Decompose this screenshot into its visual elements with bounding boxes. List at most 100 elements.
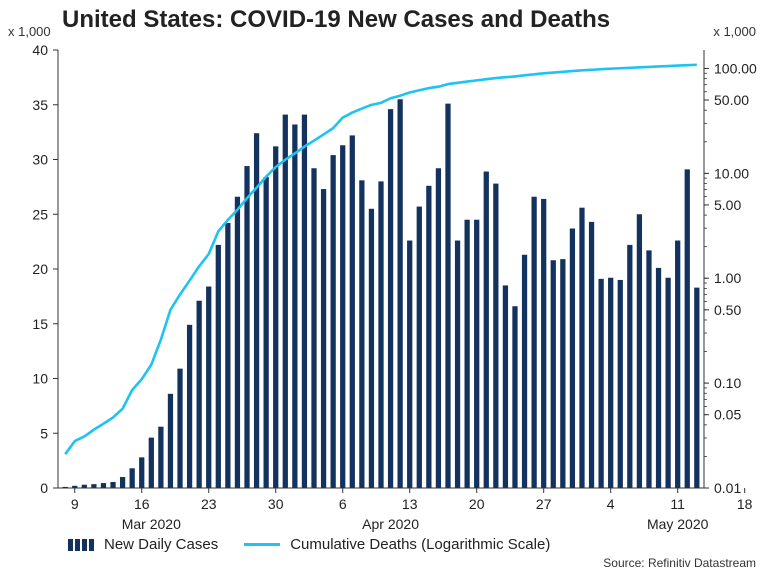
bar	[158, 426, 164, 488]
x-tick-label: 27	[536, 496, 552, 512]
bar	[512, 306, 518, 488]
bar	[359, 180, 365, 488]
bar	[435, 168, 442, 488]
bar	[110, 481, 116, 488]
x-tick-label: 18	[737, 496, 753, 512]
bar	[253, 133, 260, 488]
left-tick-label: 20	[32, 261, 48, 277]
bar	[225, 223, 231, 488]
left-tick-label: 30	[32, 152, 48, 168]
bar	[186, 324, 193, 488]
x-tick-label: 11	[670, 496, 685, 512]
bar	[665, 277, 671, 488]
bar	[378, 181, 384, 488]
bar	[292, 124, 298, 489]
bar	[694, 287, 700, 488]
x-tick-label: 4	[607, 496, 615, 512]
bar	[91, 484, 97, 488]
bar	[148, 437, 154, 488]
right-tick-label: 0.50	[714, 302, 741, 318]
bar	[263, 177, 269, 488]
chart-title: United States: COVID-19 New Cases and De…	[62, 6, 611, 33]
bar	[368, 208, 375, 488]
right-tick-label: 10.00	[714, 165, 749, 181]
bar	[129, 468, 135, 488]
line-group	[64, 63, 697, 455]
bar	[454, 240, 461, 488]
bar	[72, 485, 78, 488]
legend-item-cases: New Daily Cases	[68, 536, 218, 553]
bar	[608, 277, 614, 488]
right-tick-label: 0.01	[714, 480, 741, 496]
right-tick-label: 5.00	[714, 197, 741, 213]
bar	[244, 166, 250, 488]
left-tick-label: 15	[32, 316, 48, 332]
bar	[464, 219, 470, 488]
legend-label-cases: New Daily Cases	[104, 536, 219, 553]
bar	[282, 114, 288, 488]
bar	[81, 484, 87, 488]
bar	[617, 279, 623, 488]
left-tick-label: 25	[32, 206, 48, 222]
bar	[100, 483, 107, 488]
right-tick-label: 0.05	[714, 407, 741, 423]
x-tick-label: 6	[339, 496, 347, 512]
bar	[119, 477, 126, 488]
x-tick-label: 13	[402, 496, 418, 512]
x-tick-label: 9	[71, 496, 79, 512]
bar	[416, 206, 422, 488]
bar	[569, 228, 576, 489]
bar	[675, 240, 681, 488]
legend-swatch-line	[244, 543, 281, 546]
x-tick-label: 23	[201, 496, 217, 512]
legend-swatch-bars	[68, 538, 94, 551]
bar	[167, 393, 174, 488]
bar	[320, 189, 327, 488]
bar	[560, 259, 566, 488]
bar	[340, 145, 346, 488]
legend-label-deaths: Cumulative Deaths (Logarithmic Scale)	[290, 536, 551, 553]
bar	[521, 254, 528, 488]
bar	[196, 300, 202, 488]
bar	[531, 196, 537, 489]
source-note: Source: Refinitiv Datastream	[603, 556, 756, 570]
left-axis-unit: x 1,000	[8, 24, 51, 39]
bars-group	[62, 99, 700, 489]
bar	[215, 244, 221, 488]
bar	[206, 286, 212, 488]
ticks-group: 0 5 10 15 20 25 30 35 40 0.01 0.05 0.10 0.50 1.00 5.00…	[32, 42, 757, 532]
right-tick-label: 0.10	[714, 375, 741, 391]
x-tick-label: 20	[469, 496, 485, 512]
left-tick-label: 5	[40, 425, 48, 441]
month-label: May 2020	[647, 516, 709, 532]
bar	[684, 169, 690, 488]
bar	[139, 457, 145, 488]
bar	[502, 285, 509, 488]
bar	[349, 135, 355, 488]
bar	[62, 486, 68, 488]
legend-item-deaths: Cumulative Deaths (Logarithmic Scale)	[244, 536, 550, 553]
x-tick-label: 16	[134, 496, 150, 512]
bar	[234, 196, 241, 489]
x-tick-label: 30	[268, 496, 284, 512]
bar	[311, 168, 317, 488]
bar	[636, 214, 643, 488]
legend: New Daily Cases Cumulative Deaths (Logar…	[68, 536, 576, 553]
right-tick-label: 50.00	[714, 92, 749, 108]
bar	[330, 155, 336, 488]
bar	[550, 260, 556, 488]
bar	[273, 146, 279, 489]
bar	[445, 103, 451, 489]
month-label: Mar 2020	[122, 516, 181, 532]
bar	[426, 185, 432, 488]
left-tick-label: 0	[40, 480, 48, 496]
bar	[493, 183, 499, 488]
bar	[655, 267, 662, 488]
bar	[588, 221, 595, 488]
bar	[387, 109, 394, 488]
right-axis-unit: x 1,000	[713, 24, 756, 39]
bar	[579, 207, 585, 488]
bar	[483, 171, 489, 489]
bar	[646, 250, 652, 488]
